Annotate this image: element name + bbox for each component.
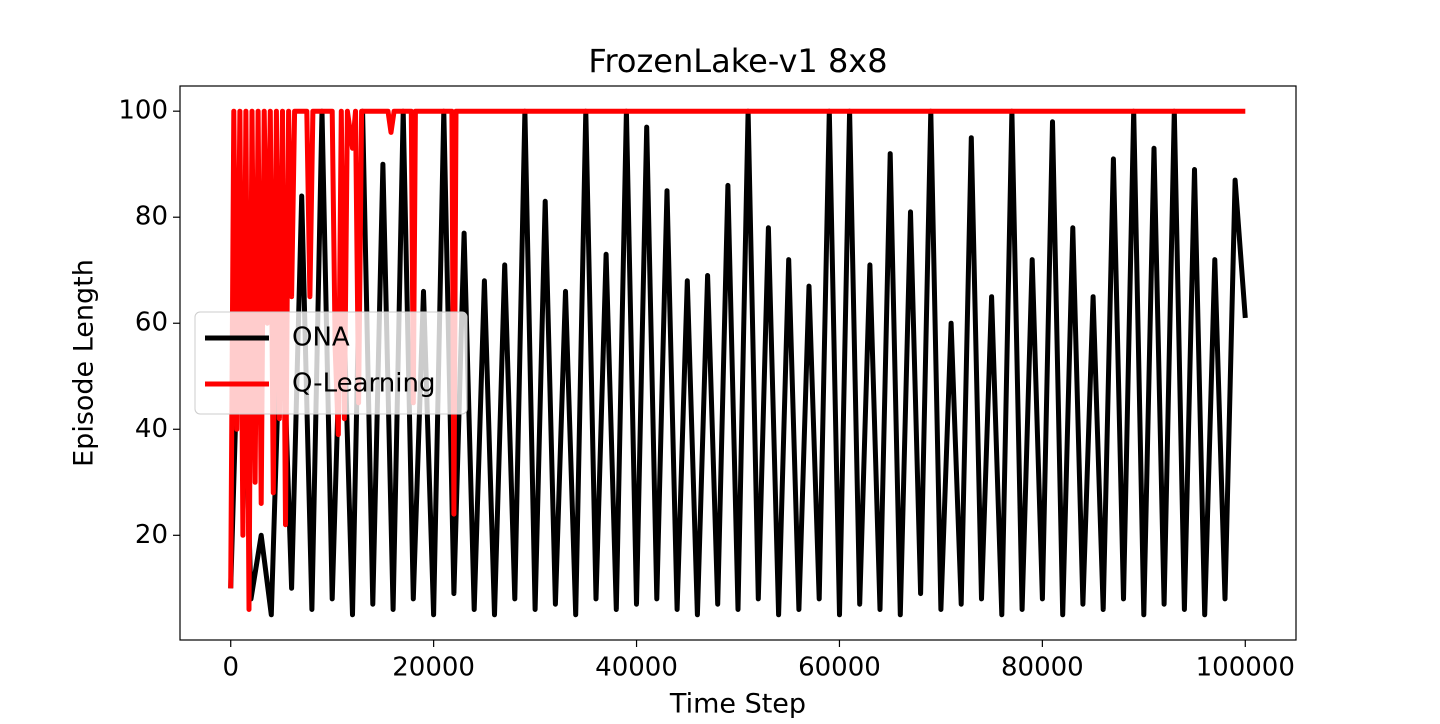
legend-label: Q-Learning xyxy=(292,369,435,399)
data-line xyxy=(228,108,1246,612)
y-axis-label: Episode Length xyxy=(69,259,100,467)
plot-frame xyxy=(179,85,1297,641)
legend-label: ONA xyxy=(292,323,350,353)
y-tick-label: 100 xyxy=(118,96,168,126)
x-tick-label: 60000 xyxy=(798,653,881,683)
y-tick-label: 20 xyxy=(135,520,168,550)
y-tick-label: 60 xyxy=(135,308,168,338)
x-tick-label: 80000 xyxy=(1001,653,1084,683)
x-tick-label: 100000 xyxy=(1196,653,1295,683)
data-line xyxy=(228,108,1248,618)
x-axis-label: Time Step xyxy=(669,689,806,720)
x-tick-label: 20000 xyxy=(392,653,475,683)
y-tick-label: 80 xyxy=(135,202,168,232)
x-tick-label: 40000 xyxy=(595,653,678,683)
y-tick-label: 40 xyxy=(135,414,168,444)
chart-title: FrozenLake-v1 8x8 xyxy=(588,42,887,80)
x-tick-label: 0 xyxy=(222,653,239,683)
